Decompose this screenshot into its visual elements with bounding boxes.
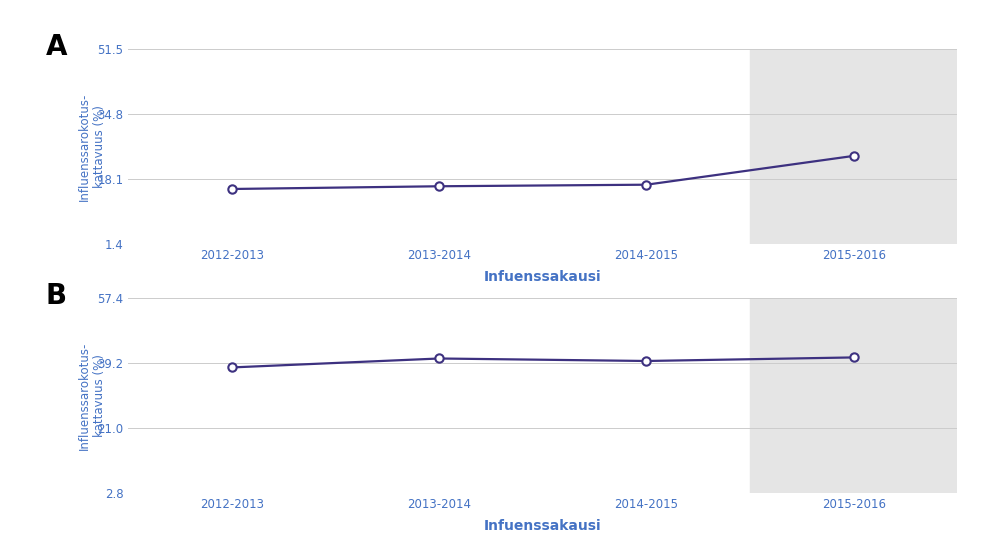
Y-axis label: Influenssarokotus-
kattavuus (%): Influenssarokotus- kattavuus (%) <box>78 341 106 450</box>
Bar <box>749 298 956 493</box>
Text: A: A <box>45 33 67 61</box>
Bar <box>749 49 956 244</box>
X-axis label: Infuenssakausi: Infuenssakausi <box>483 270 601 284</box>
X-axis label: Infuenssakausi: Infuenssakausi <box>483 519 601 533</box>
Y-axis label: Influenssarokotus-
kattavuus (%): Influenssarokotus- kattavuus (%) <box>78 92 106 201</box>
Text: B: B <box>45 282 66 311</box>
